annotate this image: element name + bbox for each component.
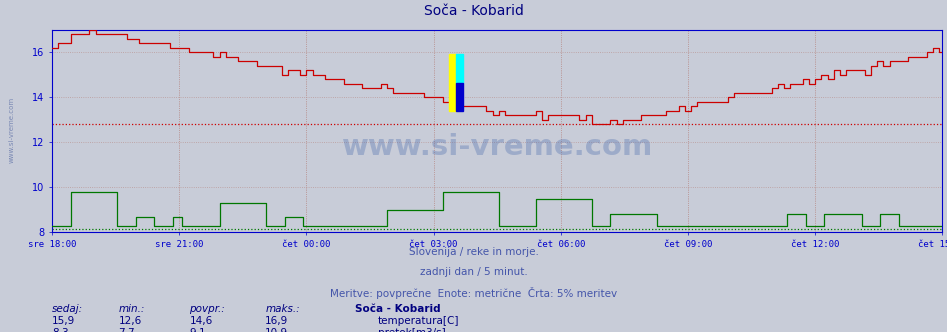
Text: sedaj:: sedaj: [52,304,83,314]
Text: zadnji dan / 5 minut.: zadnji dan / 5 minut. [420,267,527,277]
Text: Soča - Kobarid: Soča - Kobarid [423,4,524,18]
Text: Meritve: povprečne  Enote: metrične  Črta: 5% meritev: Meritve: povprečne Enote: metrične Črta:… [330,287,617,299]
Text: 7,7: 7,7 [118,328,135,332]
Text: min.:: min.: [118,304,145,314]
Bar [456,54,463,83]
Text: povpr.:: povpr.: [189,304,225,314]
Bar [449,54,456,111]
Text: Slovenija / reke in morje.: Slovenija / reke in morje. [408,247,539,257]
Bar [456,83,463,111]
Text: 12,6: 12,6 [118,316,142,326]
Text: 9,1: 9,1 [189,328,206,332]
Text: www.si-vreme.com: www.si-vreme.com [342,133,652,161]
Text: 15,9: 15,9 [52,316,76,326]
Text: pretok[m3/s]: pretok[m3/s] [378,328,446,332]
Text: 16,9: 16,9 [265,316,289,326]
Text: maks.:: maks.: [265,304,300,314]
Text: www.si-vreme.com: www.si-vreme.com [9,96,14,163]
Text: 8,3: 8,3 [52,328,69,332]
Text: 14,6: 14,6 [189,316,213,326]
Text: 10,9: 10,9 [265,328,288,332]
Text: temperatura[C]: temperatura[C] [378,316,459,326]
Text: Soča - Kobarid: Soča - Kobarid [355,304,440,314]
